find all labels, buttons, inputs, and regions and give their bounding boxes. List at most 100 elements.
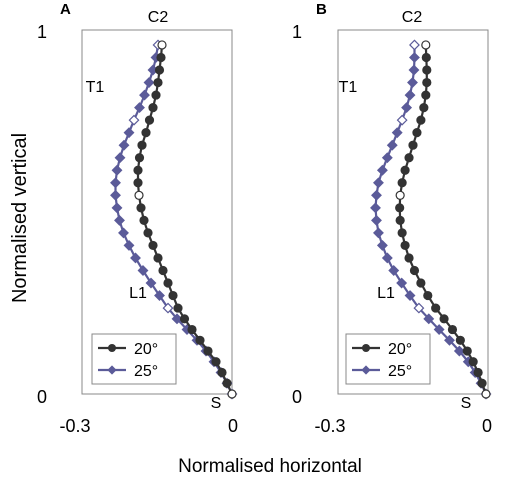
data-point [397,228,407,238]
annotation-l1: L1 [377,285,395,302]
data-point [397,178,407,188]
data-point [407,77,418,88]
y-tick-label: 1 [292,22,302,42]
data-point [128,114,140,126]
data-point [421,52,431,63]
data-point [395,215,405,225]
y-tick-label: 0 [292,387,302,407]
data-point [136,203,146,213]
data-point [139,215,149,225]
data-point [468,357,478,367]
x-tick-label: -0.3 [59,416,90,436]
data-point [111,202,123,214]
data-point [423,313,435,325]
data-point [400,165,410,175]
data-point [412,128,422,138]
data-point [173,303,183,313]
data-point [139,89,150,101]
panel-b: B 0 1 -0.3 0 C2 T1 L1 S 20° 25° [292,1,492,436]
annotation-c2: C2 [402,9,423,26]
data-point [395,190,405,200]
data-point [404,290,416,301]
data-point [481,389,491,399]
data-point [217,367,227,378]
data-point [133,165,143,175]
data-point [171,313,183,325]
x-tick-label: 0 [482,416,492,436]
data-point [439,314,449,324]
data-point [473,367,483,378]
data-point [395,203,405,213]
data-point [148,102,158,113]
data-point [134,190,144,200]
data-point [148,240,158,251]
data-point [137,265,149,276]
data-point [404,253,414,263]
data-point [409,39,420,51]
data-point [151,90,161,100]
data-point [134,153,145,163]
data-point [373,227,384,239]
data-point [422,77,432,88]
data-point [134,102,145,114]
data-point [409,265,420,276]
annotation-s: S [461,395,472,412]
data-point [413,302,425,314]
panel-a: A 0 1 -0.3 0 C2 T1 L1 S 20° 25° [37,1,238,436]
data-point [123,127,135,139]
legend-marker [362,344,370,352]
data-point [162,302,174,314]
annotation-l1: L1 [129,285,147,302]
data-point [179,314,190,324]
data-point [154,290,165,301]
data-point [416,115,426,125]
data-point [371,189,382,201]
data-point [114,214,125,226]
annotation-c2: C2 [148,9,169,26]
data-point [453,345,465,357]
legend [91,333,177,385]
plot-area [337,29,489,395]
data-point [141,128,151,138]
data-point [133,178,143,188]
data-point [373,177,384,189]
y-axis-label: Normalised vertical [9,133,31,303]
data-point [110,177,121,189]
data-point [447,324,458,335]
x-tick-label: -0.3 [314,416,345,436]
data-point [187,324,197,335]
data-point [433,324,445,336]
data-point [408,140,418,150]
data-point [391,127,403,139]
data-point [211,357,221,367]
data-point [462,346,472,356]
legend-marker [107,365,117,375]
data-point [157,40,167,50]
data-point [409,52,420,63]
data-point [111,164,123,176]
data-point [222,378,232,388]
panel-letter: A [60,1,71,18]
data-point [404,153,414,163]
data-point [381,252,393,264]
data-point [158,265,168,276]
y-tick-label: 0 [37,387,47,407]
legend [345,333,431,385]
data-point [144,115,155,125]
annotation-t1: T1 [86,79,105,96]
data-point [423,290,433,301]
data-point [130,252,141,264]
data-point [123,239,135,251]
data-point [153,77,163,88]
data-point [422,65,432,75]
data-point [227,389,237,399]
legend-label: 25° [388,363,412,380]
annotation-t1: T1 [339,79,358,96]
data-point [388,265,400,276]
data-point [137,140,147,150]
data-point [118,227,129,239]
annotation-s: S [211,395,222,412]
data-point [419,102,429,113]
x-axis-label: Normalised horizontal [178,456,362,477]
data-point [431,303,441,313]
